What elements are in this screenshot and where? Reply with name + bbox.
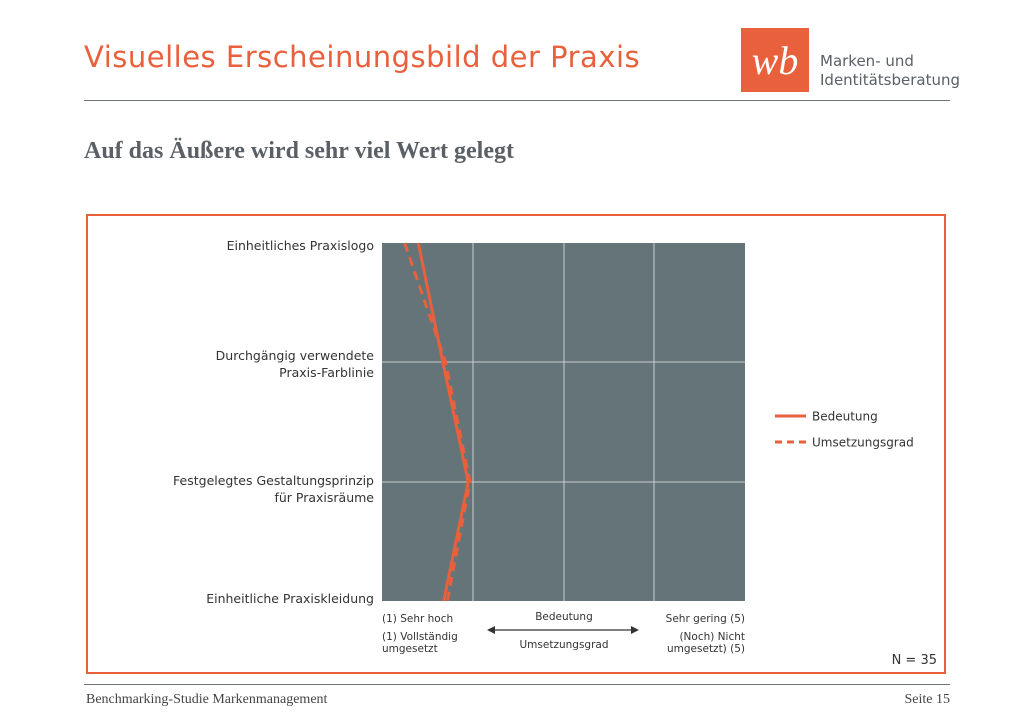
axis-left-label-bedeutung: (1) Sehr hoch bbox=[382, 613, 453, 625]
axis-left-label-umsetzung-2: umgesetzt bbox=[382, 643, 438, 655]
footer-divider bbox=[84, 684, 950, 685]
axis-right-label-umsetzung-1: (Noch) Nicht bbox=[679, 631, 745, 643]
header-divider bbox=[84, 100, 950, 101]
logo bbox=[741, 28, 809, 92]
axis-labels: (1) Sehr hoch Bedeutung Sehr gering (5) (1)… bbox=[382, 611, 745, 655]
scale-arrow-right-head bbox=[631, 626, 639, 634]
axis-center-label-bedeutung: Bedeutung bbox=[535, 611, 593, 623]
category-label-3-line-1: Festgelegtes Gestaltungsprinzip bbox=[173, 473, 374, 488]
scale-arrow-left-head bbox=[487, 626, 495, 634]
logo-mark: wb bbox=[751, 38, 799, 83]
axis-center-label-umsetzung: Umsetzungsgrad bbox=[520, 639, 609, 651]
series-lines bbox=[403, 242, 472, 602]
category-label-2-line-2: Praxis-Farblinie bbox=[279, 365, 374, 380]
series-line-bedeutung bbox=[416, 242, 470, 602]
logo-text-line1: Marken- und bbox=[820, 52, 914, 70]
category-label-2-line-1: Durchgängig verwendete bbox=[216, 348, 375, 363]
category-labels: Einheitliches Praxislogo Durchgängig verw… bbox=[173, 238, 374, 606]
category-label-3-line-2: für Praxisräume bbox=[274, 490, 374, 505]
category-label-4-line-1: Einheitliche Praxiskleidung bbox=[206, 591, 374, 606]
legend-label-bedeutung: Bedeutung bbox=[812, 410, 878, 424]
chart-frame bbox=[86, 214, 946, 674]
legend-label-umsetzungsgrad: Umsetzungsgrad bbox=[812, 436, 914, 450]
series-line-umsetzungsgrad bbox=[403, 242, 472, 602]
sample-size-label: N = 35 bbox=[892, 653, 937, 668]
category-label-1-line-1: Einheitliches Praxislogo bbox=[227, 238, 374, 253]
page-number: Seite 15 bbox=[904, 692, 951, 707]
footer-study-name: Benchmarking-Studie Markenmanagement bbox=[86, 692, 328, 707]
axis-right-label-umsetzung-2: umgesetzt) (5) bbox=[667, 643, 745, 655]
axis-left-label-umsetzung-1: (1) Vollständig bbox=[382, 631, 458, 643]
legend: Bedeutung Umsetzungsgrad bbox=[775, 410, 914, 450]
axis-right-label-bedeutung: Sehr gering (5) bbox=[666, 613, 745, 625]
page-subtitle: Auf das Äußere wird sehr viel Wert geleg… bbox=[84, 138, 514, 164]
logo-text-line2: Identitätsberatung bbox=[820, 71, 961, 89]
page-title: Visuelles Erscheinungsbild der Praxis bbox=[84, 40, 641, 74]
